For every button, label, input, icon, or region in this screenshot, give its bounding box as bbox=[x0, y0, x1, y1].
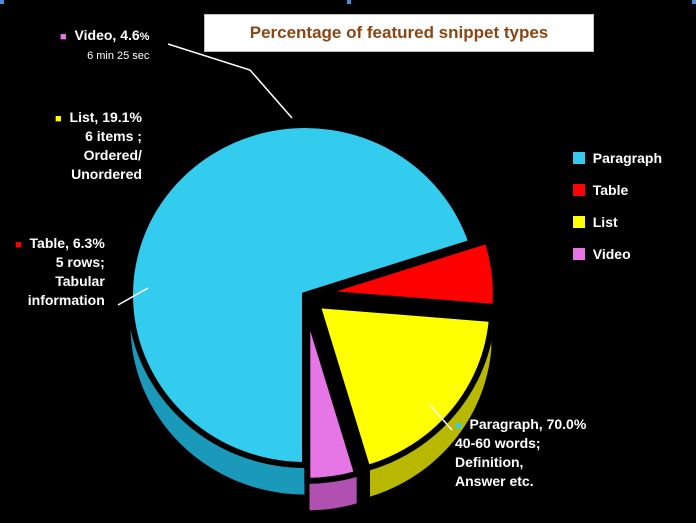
pie-chart-container: Percentage of featured snippet types Par… bbox=[0, 0, 696, 523]
slice-label-table: ■ Table, 6.3% 5 rows; Tabular informatio… bbox=[15, 234, 105, 310]
legend-label: Paragraph bbox=[593, 150, 662, 166]
bullet-icon: ■ bbox=[55, 113, 62, 125]
bullet-icon: ■ bbox=[455, 420, 462, 432]
slice-label-video: ■ Video, 4.6% 6 min 25 sec bbox=[60, 26, 149, 64]
legend-label: Table bbox=[593, 182, 629, 198]
legend-swatch bbox=[573, 248, 585, 260]
chart-title: Percentage of featured snippet types bbox=[204, 14, 594, 52]
legend-swatch bbox=[573, 184, 585, 196]
slice-label-list: ■ List, 19.1% 6 items ; Ordered/ Unorder… bbox=[55, 108, 142, 184]
legend-label: Video bbox=[593, 246, 631, 262]
legend-item-paragraph: Paragraph bbox=[573, 150, 662, 166]
legend-item-video: Video bbox=[573, 246, 662, 262]
bullet-icon: ■ bbox=[15, 239, 22, 251]
bullet-icon: ■ bbox=[60, 31, 67, 43]
legend-item-list: List bbox=[573, 214, 662, 230]
legend-item-table: Table bbox=[573, 182, 662, 198]
chart-legend: Paragraph Table List Video bbox=[573, 150, 662, 278]
slice-label-paragraph: ■ Paragraph, 70.0% 40-60 words; Definiti… bbox=[455, 415, 586, 491]
legend-label: List bbox=[593, 214, 618, 230]
legend-swatch bbox=[573, 216, 585, 228]
legend-swatch bbox=[573, 152, 585, 164]
